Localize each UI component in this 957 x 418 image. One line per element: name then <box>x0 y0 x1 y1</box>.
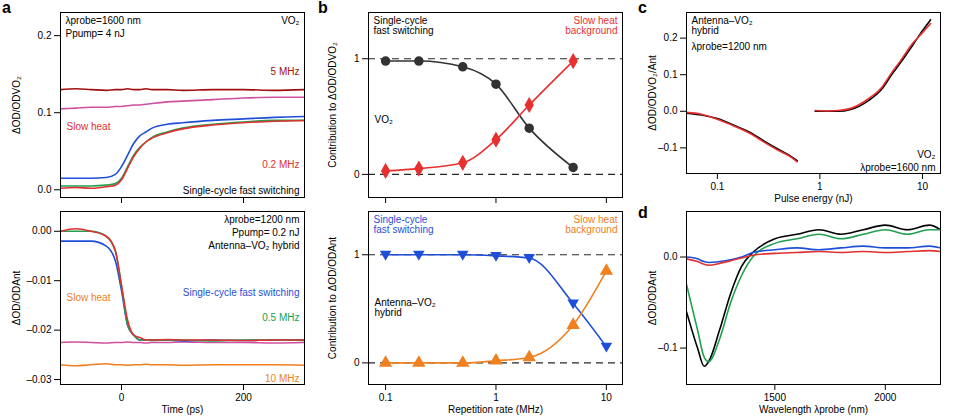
svg-text:200: 200 <box>235 392 252 403</box>
svg-text:0.1: 0.1 <box>710 181 724 192</box>
svg-text:Time (ps): Time (ps) <box>162 404 204 415</box>
svg-text:1: 1 <box>493 392 499 403</box>
svg-text:0.0: 0.0 <box>38 184 52 195</box>
svg-text:0: 0 <box>119 392 125 403</box>
svg-text:Contribution to ΔOD/ODVO₂: Contribution to ΔOD/ODVO₂ <box>327 42 338 168</box>
svg-text:–0.1: –0.1 <box>658 342 678 353</box>
svg-text:Antenna–VO₂ hybrid: Antenna–VO₂ hybrid <box>208 240 299 251</box>
svg-text:Slow heat: Slow heat <box>67 121 111 132</box>
svg-text:Repetition rate (MHz): Repetition rate (MHz) <box>448 404 543 415</box>
svg-text:10: 10 <box>601 392 613 403</box>
svg-text:ΔOD/ODAnt: ΔOD/ODAnt <box>11 271 22 326</box>
html-text:b: b <box>318 0 328 16</box>
svg-text:Single-cycle fast switching: Single-cycle fast switching <box>183 287 300 298</box>
svg-text:λprobe=1600 nm: λprobe=1600 nm <box>860 162 935 173</box>
svg-text:10: 10 <box>917 181 929 192</box>
svg-text:0.1: 0.1 <box>38 107 52 118</box>
svg-text:Wavelength λprobe (nm): Wavelength λprobe (nm) <box>759 404 868 415</box>
svg-text:VO₂: VO₂ <box>375 114 393 125</box>
svg-text:VO₂: VO₂ <box>281 15 299 26</box>
svg-text:–0.03: –0.03 <box>26 374 51 385</box>
svg-text:λprobe=1600 nm: λprobe=1600 nm <box>66 15 141 26</box>
svg-text:ΔOD/ODVO₂: ΔOD/ODVO₂ <box>11 76 22 134</box>
svg-text:Pulse energy (nJ): Pulse energy (nJ) <box>774 193 852 204</box>
svg-text:0.1: 0.1 <box>379 392 393 403</box>
svg-text:1: 1 <box>817 181 823 192</box>
svg-text:Single-cycle fast switching: Single-cycle fast switching <box>183 185 300 196</box>
svg-text:0.0: 0.0 <box>664 251 678 262</box>
svg-text:Ppump= 0.2 nJ: Ppump= 0.2 nJ <box>232 227 300 238</box>
svg-text:0.2 MHz: 0.2 MHz <box>262 159 299 170</box>
svg-text:0.2: 0.2 <box>38 30 52 41</box>
svg-text:Contribution to ΔOD/ODAnt: Contribution to ΔOD/ODAnt <box>327 237 338 360</box>
svg-text:1: 1 <box>354 53 360 64</box>
svg-text:1: 1 <box>354 249 360 260</box>
svg-text:λprobe=1200 nm: λprobe=1200 nm <box>692 41 767 52</box>
svg-text:10 MHz: 10 MHz <box>265 373 299 384</box>
svg-text:–0.1: –0.1 <box>658 142 678 153</box>
svg-text:Antenna–VO₂hybrid: Antenna–VO₂hybrid <box>375 297 436 318</box>
svg-text:0: 0 <box>354 169 360 180</box>
svg-text:–0.02: –0.02 <box>26 324 51 335</box>
svg-text:ΔOD/ODAnt: ΔOD/ODAnt <box>647 271 658 326</box>
svg-text:1500: 1500 <box>764 392 787 403</box>
svg-text:Slow heatbackground: Slow heatbackground <box>565 214 617 235</box>
svg-text:2000: 2000 <box>874 392 897 403</box>
svg-text:–0.01: –0.01 <box>26 275 51 286</box>
svg-text:Single-cyclefast switching: Single-cyclefast switching <box>374 214 434 235</box>
svg-text:0.2: 0.2 <box>664 32 678 43</box>
svg-text:5 MHz: 5 MHz <box>271 66 300 77</box>
html-text:a: a <box>2 0 11 16</box>
svg-text:Antenna–VO₂hybrid: Antenna–VO₂hybrid <box>692 15 753 36</box>
svg-text:Ppump= 4 nJ: Ppump= 4 nJ <box>66 28 125 39</box>
svg-text:VO₂: VO₂ <box>917 149 935 160</box>
svg-text:0.0: 0.0 <box>664 105 678 116</box>
svg-text:Slow heatbackground: Slow heatbackground <box>565 15 617 36</box>
svg-text:λprobe=1200 nm: λprobe=1200 nm <box>224 214 299 225</box>
svg-text:0.1: 0.1 <box>664 69 678 80</box>
svg-text:0.5 MHz: 0.5 MHz <box>262 312 299 323</box>
html-text:d: d <box>638 204 648 221</box>
html-text:c: c <box>638 0 647 16</box>
svg-text:ΔOD/ODVO₂/Ant: ΔOD/ODVO₂/Ant <box>647 55 658 131</box>
svg-text:0: 0 <box>354 357 360 368</box>
svg-text:0.00: 0.00 <box>32 225 52 236</box>
svg-text:Single-cyclefast switching: Single-cyclefast switching <box>374 15 434 36</box>
svg-text:Slow heat: Slow heat <box>67 292 111 303</box>
